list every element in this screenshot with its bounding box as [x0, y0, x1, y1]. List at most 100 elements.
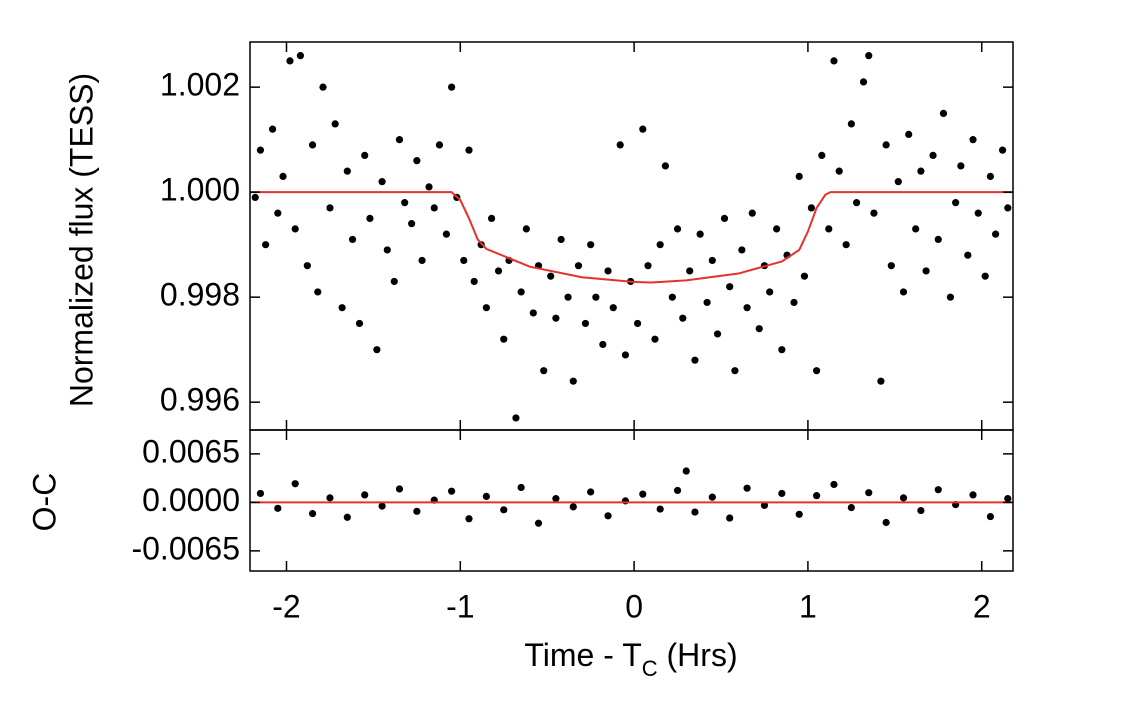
- data-point: [448, 487, 456, 495]
- data-point: [308, 141, 317, 149]
- data-point: [957, 162, 965, 170]
- data-point: [912, 225, 920, 233]
- data-point: [482, 304, 490, 312]
- data-point: [517, 288, 525, 296]
- data-point: [512, 414, 520, 422]
- data-point: [547, 272, 555, 280]
- data-point: [557, 235, 565, 244]
- data-point: [651, 335, 659, 343]
- x-label-main: Time - T: [524, 637, 641, 673]
- data-point: [366, 214, 374, 223]
- data-point: [766, 288, 774, 296]
- data-point: [296, 52, 305, 60]
- data-point: [355, 319, 364, 328]
- data-point: [378, 178, 386, 186]
- data-point: [448, 83, 456, 91]
- data-point: [870, 209, 878, 217]
- data-point: [899, 288, 908, 296]
- data-point: [656, 241, 664, 249]
- data-point: [487, 214, 496, 223]
- data-point: [390, 277, 398, 286]
- data-point: [569, 377, 577, 385]
- data-point: [835, 167, 843, 175]
- data-point: [847, 503, 855, 512]
- data-point: [992, 230, 1000, 238]
- data-point: [818, 151, 826, 160]
- data-point: [256, 489, 265, 498]
- x-label-end: (Hrs): [658, 637, 738, 673]
- data-point: [969, 491, 977, 499]
- x-tick-label: -2: [272, 588, 300, 624]
- data-point: [917, 167, 925, 175]
- data-point: [934, 486, 942, 494]
- data-point: [482, 492, 490, 500]
- model-line: [250, 191, 1013, 284]
- data-point: [500, 506, 508, 514]
- data-point: [587, 241, 595, 249]
- data-point: [343, 513, 351, 521]
- data-point: [882, 518, 890, 527]
- data-point: [383, 246, 391, 254]
- data-point: [413, 507, 421, 515]
- data-point: [522, 225, 530, 233]
- data-point: [795, 510, 803, 518]
- plot-frame: [249, 41, 1014, 431]
- x-label-sub: C: [642, 656, 658, 681]
- data-point: [621, 497, 630, 505]
- data-point: [755, 325, 763, 333]
- data-point: [922, 267, 930, 275]
- data-point: [286, 57, 294, 65]
- data-point: [308, 509, 317, 518]
- data-point: [408, 220, 416, 228]
- data-point: [587, 488, 595, 496]
- data-point: [778, 346, 786, 354]
- data-point: [998, 146, 1007, 154]
- data-point: [592, 293, 600, 301]
- data-point: [800, 272, 809, 280]
- data-point: [343, 167, 351, 175]
- data-point: [877, 377, 885, 385]
- data-point: [609, 304, 617, 312]
- y-tick-label: 0.998: [160, 277, 240, 313]
- data-point: [713, 330, 722, 338]
- data-point: [639, 125, 647, 133]
- y-axis-label: Normalized flux (TESS): [63, 73, 99, 407]
- data-point: [952, 199, 960, 207]
- data-point: [395, 136, 404, 144]
- data-point: [865, 52, 873, 60]
- data-point: [726, 283, 734, 291]
- data-point: [795, 172, 803, 181]
- data-point: [361, 491, 369, 499]
- data-point: [691, 356, 699, 364]
- data-point: [708, 256, 716, 265]
- data-point: [348, 235, 357, 244]
- data-point: [338, 304, 346, 312]
- data-point: [460, 256, 468, 265]
- data-point: [314, 288, 322, 296]
- data-point: [326, 204, 334, 212]
- data-point: [639, 490, 647, 498]
- data-point: [529, 309, 537, 317]
- data-point: [813, 492, 821, 500]
- data-point: [696, 230, 704, 238]
- data-point: [790, 298, 798, 307]
- data-point: [552, 495, 560, 503]
- data-point: [303, 262, 311, 270]
- plot-frame: [249, 429, 1014, 572]
- data-point: [373, 346, 381, 354]
- data-point: [986, 512, 995, 521]
- data-point: [494, 267, 503, 275]
- data-point: [738, 246, 746, 254]
- data-point: [413, 157, 421, 165]
- data-point: [813, 367, 821, 375]
- data-point: [274, 209, 282, 217]
- data-point: [726, 514, 734, 522]
- data-point: [331, 120, 339, 128]
- data-point: [830, 57, 838, 65]
- y-tick-label: 1.000: [160, 172, 240, 208]
- data-point: [644, 262, 652, 270]
- data-point: [500, 335, 508, 343]
- data-point: [569, 503, 577, 511]
